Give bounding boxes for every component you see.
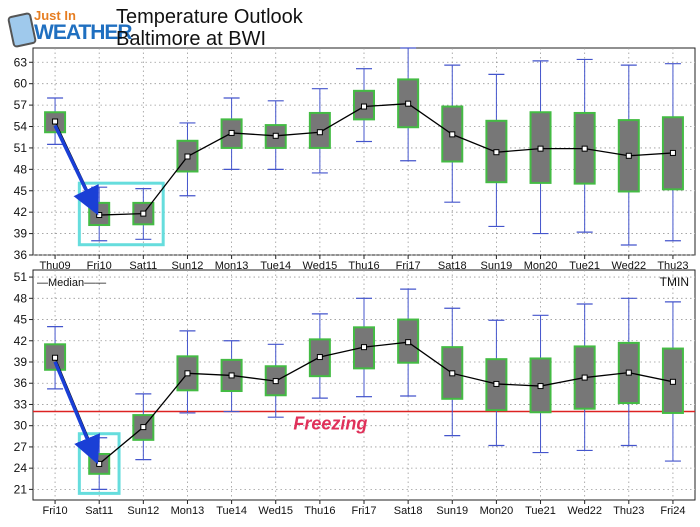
x-tick-label: Mon13 [171, 505, 205, 517]
median-point [184, 153, 191, 160]
y-tick-label: 39 [14, 355, 28, 369]
median-point [449, 370, 456, 377]
just-in-weather-logo: Just In WEATHER [4, 6, 133, 49]
y-tick-label: 54 [14, 120, 28, 134]
y-tick-label: 51 [14, 270, 28, 284]
x-tick-label: Tue21 [569, 260, 600, 272]
median-point [361, 103, 367, 110]
y-tick-label: 33 [14, 397, 28, 411]
y-tick-label: 39 [14, 227, 28, 241]
y-tick-label: 48 [14, 291, 28, 305]
median-point [625, 369, 632, 376]
median-point [140, 210, 147, 217]
median-point [52, 354, 59, 361]
y-tick-label: 48 [14, 162, 28, 176]
trend-arrow [53, 124, 99, 216]
median-point [581, 145, 588, 152]
chart-title-block: Temperature Outlook Baltimore at BWI [116, 6, 303, 50]
y-tick-label: 27 [14, 440, 28, 454]
x-tick-label: Thu16 [348, 260, 379, 272]
median-point [537, 383, 544, 390]
logo-top-text: Just In [34, 8, 76, 23]
median-point [405, 339, 412, 346]
x-tick-label: Tue14 [216, 505, 247, 517]
median-point [272, 378, 279, 385]
y-tick-label: 57 [14, 98, 28, 112]
x-tick-label: Thu09 [39, 260, 70, 272]
x-tick-label: Wed22 [611, 260, 646, 272]
chart-panel-tmax: 36 39 42 45 48 51 54 57 60 63 Thu09 Fri10 Sat11 Sun12… [14, 47, 696, 272]
x-tick-label: Fri24 [660, 505, 685, 517]
x-tick-label: Thu16 [304, 505, 335, 517]
chart-title: Temperature Outlook [116, 6, 303, 28]
y-tick-label: 60 [14, 77, 28, 91]
median-point [96, 460, 103, 467]
x-tick-label: Tue21 [525, 505, 556, 517]
x-tick-label: Wed22 [567, 505, 602, 517]
y-tick-label: 45 [14, 184, 28, 198]
chart-subtitle: Baltimore at BWI [116, 28, 267, 50]
median-point [316, 354, 323, 361]
median-point [537, 145, 544, 152]
x-tick-label: Sun12 [172, 260, 204, 272]
freezing-label: Freezing [293, 414, 367, 434]
x-tick-label: Sun19 [436, 505, 468, 517]
x-tick-label: Mon20 [524, 260, 558, 272]
x-tick-label: Thu23 [613, 505, 644, 517]
x-tick-label: Thu23 [657, 260, 688, 272]
median-point [272, 132, 279, 139]
median-point [405, 100, 412, 107]
y-tick-label: 42 [14, 205, 28, 219]
median-point [493, 380, 500, 387]
median-point [449, 131, 456, 138]
median-point [316, 129, 323, 136]
median-point [493, 149, 500, 156]
y-tick-label: 36 [14, 376, 28, 390]
median-point [140, 424, 147, 431]
x-tick-label: Fri10 [43, 505, 68, 517]
x-tick-label: Sat18 [394, 505, 423, 517]
median-point [669, 378, 676, 385]
y-tick-label: 21 [14, 482, 28, 496]
x-tick-label: Mon13 [215, 260, 249, 272]
y-tick-label: 36 [14, 248, 28, 262]
x-tick-label: Fri17 [351, 505, 376, 517]
y-tick-label: 24 [14, 461, 28, 475]
chart-panel-tmin: 21 24 27 30 33 36 39 42 45 48 51 Fri10 Sat11 Sun12 Mon… [14, 269, 696, 517]
median-point [228, 129, 235, 136]
median-point [581, 374, 588, 381]
y-tick-label: 51 [14, 141, 28, 155]
median-point [52, 118, 59, 125]
y-tick-label: 63 [14, 55, 28, 69]
panel-label: TMIN [660, 275, 689, 289]
x-tick-label: Sat11 [129, 260, 157, 272]
median-point [625, 152, 632, 159]
x-tick-label: Wed15 [258, 505, 293, 517]
median-point [228, 372, 235, 379]
x-tick-label: Sun19 [480, 260, 512, 272]
median-point [184, 370, 191, 377]
median-point [361, 344, 367, 351]
y-tick-label: 42 [14, 334, 28, 348]
x-tick-label: Mon20 [480, 505, 514, 517]
y-tick-label: 30 [14, 419, 28, 433]
x-tick-label: Fri10 [87, 260, 112, 272]
logo-bottom-text: WEATHER [34, 21, 133, 44]
x-tick-label: Wed15 [303, 260, 338, 272]
y-tick-label: 45 [14, 313, 28, 327]
median-point [96, 212, 103, 219]
x-tick-label: Tue14 [260, 260, 291, 272]
x-tick-label: Fri17 [396, 260, 421, 272]
legend-median: —Median—— [37, 277, 106, 289]
median-point [669, 149, 676, 156]
x-tick-label: Sat11 [85, 505, 113, 517]
x-tick-label: Sun12 [127, 505, 159, 517]
x-tick-label: Sat18 [438, 260, 467, 272]
trend-arrow [53, 361, 101, 465]
